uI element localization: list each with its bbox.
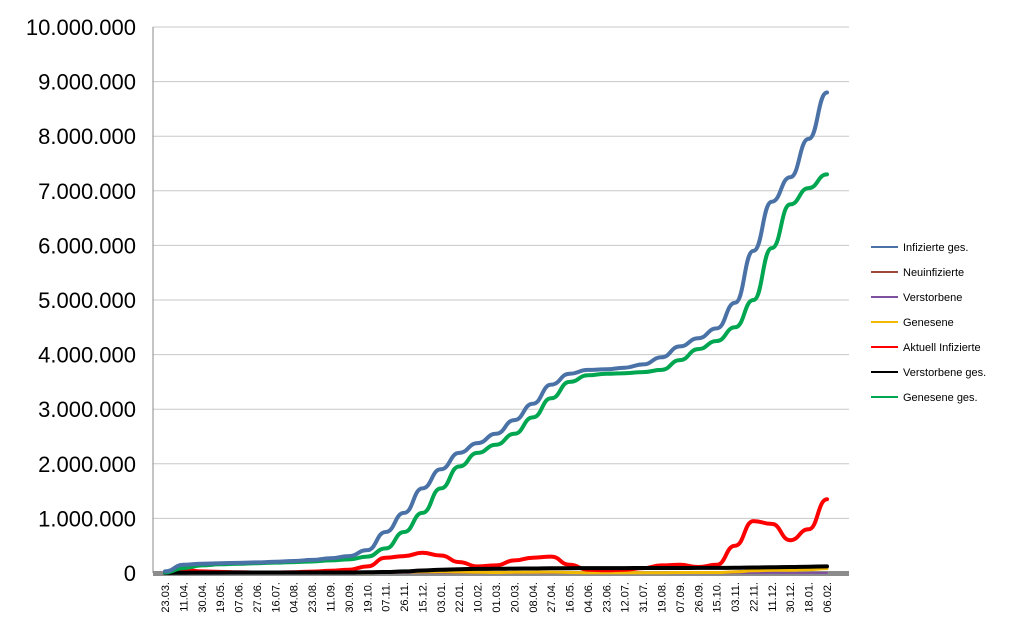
x-tick-label: 15.12. (417, 582, 429, 613)
y-tick-label: 9.000.000 (38, 70, 136, 95)
x-tick-label: 19.05. (215, 582, 227, 613)
x-tick-label: 04.06. (583, 582, 595, 613)
y-tick-label: 5.000.000 (38, 288, 136, 313)
legend-label: Verstorbene (903, 292, 962, 304)
x-tick-label: 16.07. (270, 582, 282, 613)
x-tick-label: 20.03. (509, 582, 521, 613)
legend: Infizierte ges. Neuinfizierte Verstorbene G… (871, 242, 986, 404)
x-tick-label: 19.08. (657, 582, 669, 613)
y-tick-label: 10.000.000 (26, 15, 136, 40)
series-line-5 (163, 564, 829, 575)
x-tick-label: 10.02. (473, 582, 485, 613)
x-tick-label: 26.11. (399, 582, 411, 612)
x-tick-label: 11.09. (326, 582, 338, 612)
x-axis: 23.03. 11.04. 30.04. 19.05. 07.06. 27.06. 16.0… (153, 571, 849, 613)
x-tick-label: 06.02. (822, 582, 834, 613)
legend-label: Infizierte ges. (903, 242, 968, 254)
legend-label: Genesene ges. (903, 392, 978, 404)
x-tick-label: 23.08. (307, 582, 319, 613)
x-tick-label: 07.06. (234, 582, 246, 613)
horizontal-gridlines (153, 26, 849, 519)
x-tick-label: 01.03. (491, 582, 503, 613)
y-tick-label: 4.000.000 (38, 343, 136, 368)
x-tick-label: 22.11. (748, 582, 760, 612)
x-tick-label: 27.06. (252, 582, 264, 613)
y-tick-label: 2.000.000 (38, 452, 136, 477)
x-tick-label: 07.11. (381, 582, 393, 612)
x-tick-label: 23.03. (160, 582, 172, 613)
legend-label: Verstorbene ges. (903, 367, 986, 379)
x-tick-label: 23.06. (601, 582, 613, 613)
x-tick-label: 07.09. (675, 582, 687, 613)
series-line-0 (163, 90, 829, 574)
x-tick-label: 04.08. (289, 582, 301, 613)
x-tick-label: 03.01. (436, 582, 448, 613)
x-tick-label: 08.04. (528, 582, 540, 613)
x-tick-label: 30.04. (197, 582, 209, 613)
y-axis: 0 1.000.000 2.000.000 3.000.000 4.000.000 5.0… (26, 15, 154, 586)
legend-label: Neuinfizierte (903, 267, 964, 279)
y-tick-label: 7.000.000 (38, 179, 136, 204)
x-tick-label: 11.12. (767, 582, 779, 612)
x-tick-label: 22.01. (454, 582, 466, 613)
series-line-6 (163, 172, 829, 575)
x-tick-label: 03.11. (730, 582, 742, 612)
series-lines (163, 90, 829, 575)
y-tick-label: 1.000.000 (38, 506, 136, 531)
x-tick-label: 11.04. (178, 582, 190, 612)
x-tick-label: 26.09. (693, 582, 705, 613)
x-tick-label: 31.07. (638, 582, 650, 613)
x-tick-label: 30.12. (785, 582, 797, 613)
legend-label: Aktuell Infizierte (903, 342, 981, 354)
x-tick-label: 30.09. (344, 582, 356, 613)
y-tick-label: 8.000.000 (38, 124, 136, 149)
x-tick-label: 19.10. (362, 582, 374, 613)
y-tick-label: 0 (124, 561, 136, 586)
x-tick-label: 15.10. (712, 582, 724, 613)
y-tick-label: 6.000.000 (38, 233, 136, 258)
x-tick-label: 18.01. (804, 582, 816, 613)
y-tick-label: 3.000.000 (38, 397, 136, 422)
x-tick-label: 27.04. (546, 582, 558, 613)
x-tick-label: 12.07. (620, 582, 632, 613)
legend-label: Genesene (903, 317, 954, 329)
x-tick-label: 16.05. (565, 582, 577, 613)
